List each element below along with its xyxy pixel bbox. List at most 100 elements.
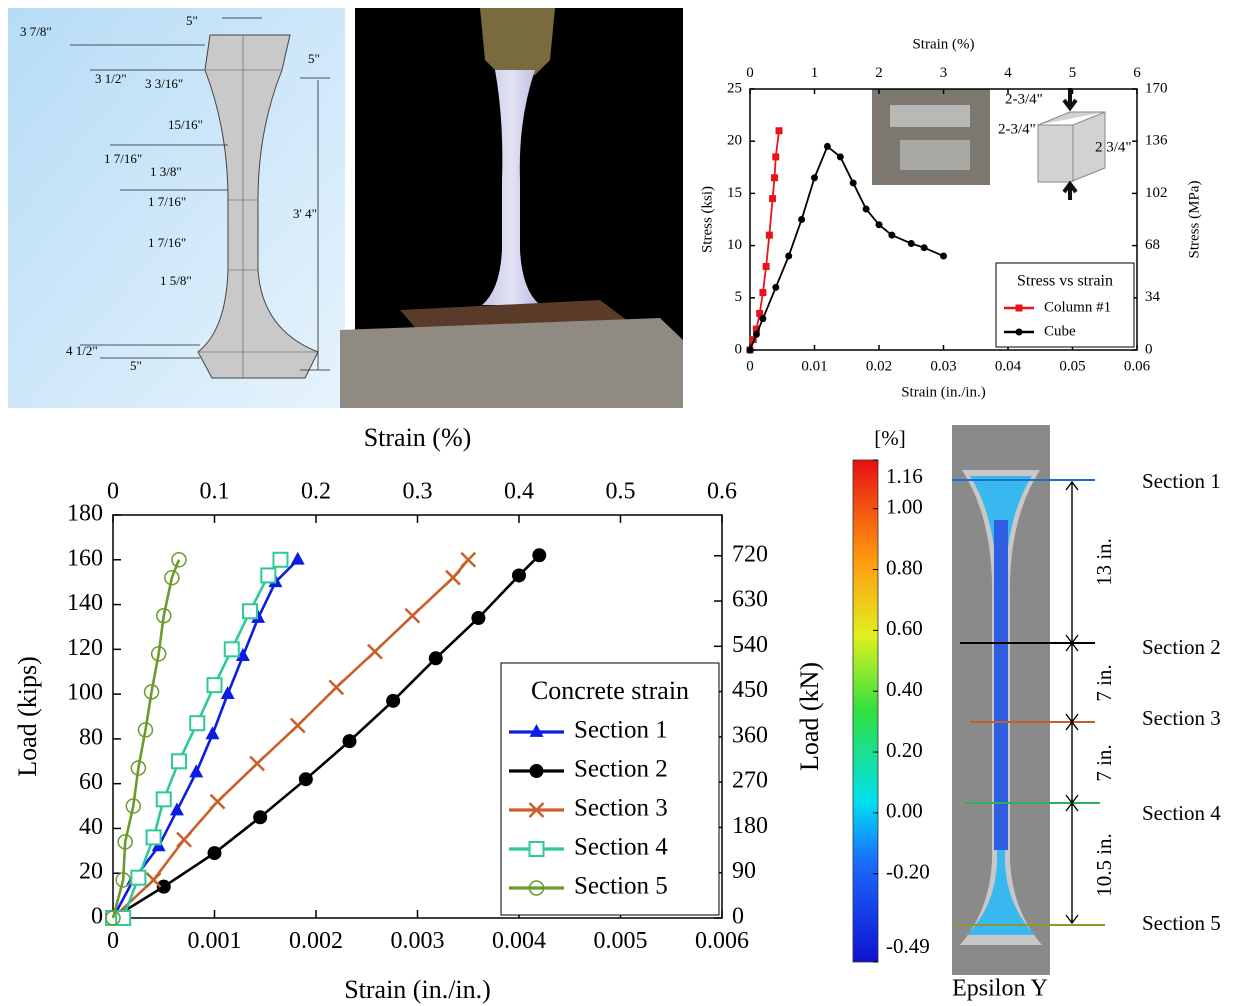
marker <box>775 127 783 135</box>
left-tick-label: 15 <box>727 185 742 201</box>
y-axis-title: Load (kips) <box>13 656 42 777</box>
colorbar-label: [%] <box>874 426 905 450</box>
bottom-tick-label: 0.002 <box>289 928 343 954</box>
left-tick-label: 80 <box>79 724 103 750</box>
marker <box>169 802 184 816</box>
marker <box>404 607 421 624</box>
bottom-tick-label: 0 <box>107 928 119 954</box>
marker <box>209 793 226 810</box>
section-lines <box>952 479 1105 926</box>
top-tick-label: 1 <box>811 65 819 81</box>
marker <box>220 686 235 700</box>
load-arrows <box>1062 88 1078 200</box>
right-tick-label: 630 <box>732 587 768 613</box>
inset-label: 2-3/4" <box>1005 91 1043 107</box>
marker <box>156 879 171 894</box>
marker <box>386 693 401 708</box>
column-specimen <box>482 70 540 305</box>
bottom-tick-label: 0.003 <box>391 928 445 954</box>
x2-axis-title: Strain (%) <box>912 36 974 52</box>
concrete-block <box>340 318 683 408</box>
mesh-lines <box>198 35 318 378</box>
colorbar-tick-label: 1.16 <box>886 464 923 488</box>
marker <box>155 791 172 808</box>
right-tick-label: 0 <box>1145 341 1153 357</box>
inset-label: 2-3/4" <box>998 121 1036 137</box>
marker <box>759 289 767 297</box>
marker <box>529 764 544 778</box>
dimension-label: 1 7/16" <box>148 235 186 250</box>
left-tick-label: 0 <box>735 341 743 357</box>
marker <box>460 551 477 568</box>
marker <box>235 648 250 661</box>
dimension-label: 1 7/16" <box>148 194 186 209</box>
legend-title: Stress vs strain <box>1017 273 1113 290</box>
right-tick-label: 540 <box>732 632 768 658</box>
marker <box>811 174 818 182</box>
top-tick-label: 3 <box>940 65 948 81</box>
bottom-tick-label: 0.001 <box>188 928 242 954</box>
section-label: Section 4 <box>1142 801 1221 825</box>
marker <box>145 829 162 846</box>
dimension-label: 15/16" <box>168 117 203 132</box>
section-label: Section 3 <box>1142 706 1221 730</box>
left-tick-label: 140 <box>67 590 103 616</box>
top-tick-label: 0.4 <box>504 479 534 505</box>
colorbar <box>852 459 879 963</box>
marker <box>759 315 767 323</box>
marker <box>1015 304 1023 312</box>
bottom-tick-label: 0.02 <box>866 358 892 374</box>
legend-title: Concrete strain <box>531 676 689 705</box>
marker <box>189 764 204 778</box>
marker <box>752 325 760 333</box>
marker <box>428 651 443 666</box>
marker <box>145 872 162 888</box>
marker <box>260 567 277 584</box>
colorbar-tick-label: 0.80 <box>886 555 923 579</box>
marker <box>251 609 266 623</box>
top-tick-label: 0 <box>107 479 119 505</box>
left-tick-label: 0 <box>91 904 103 930</box>
legend-label: Section 5 <box>574 873 668 900</box>
marker <box>752 330 760 338</box>
left-tick-label: 60 <box>79 769 103 795</box>
marker <box>512 568 526 583</box>
marker <box>749 336 757 344</box>
series-line <box>112 554 541 920</box>
colorbar-tick-label: -0.20 <box>886 860 930 884</box>
dimension-label: 7 in. <box>1092 744 1116 781</box>
marker <box>823 142 831 150</box>
marker <box>762 262 770 270</box>
marker <box>798 216 806 223</box>
bottom-tick-label: 0.05 <box>1059 358 1085 374</box>
series-line <box>111 559 181 919</box>
dimension-label: 3 3/16" <box>145 76 183 91</box>
bottom-tick-label: 0.004 <box>492 928 546 954</box>
top-tick-label: 2 <box>875 65 883 81</box>
marker <box>206 677 223 694</box>
left-tick-label: 160 <box>67 545 103 571</box>
top-tick-label: 5 <box>1069 65 1077 81</box>
x-axis-title: Strain (in./in.) <box>901 384 986 400</box>
marker <box>342 734 357 749</box>
top-tick-label: 0.3 <box>403 479 433 505</box>
marker <box>746 346 754 354</box>
right-tick-label: 0 <box>732 904 744 930</box>
inset-photo-part <box>890 105 970 127</box>
marker <box>772 283 780 291</box>
column-drawing <box>197 34 319 379</box>
left-tick-label: 5 <box>735 289 743 305</box>
top-tick-label: 4 <box>1004 65 1012 81</box>
left-tick-label: 40 <box>79 814 103 840</box>
y-axis-title: Stress (ksi) <box>699 186 715 253</box>
marker <box>907 240 915 248</box>
marker <box>769 195 777 203</box>
top-tick-label: 0.2 <box>301 479 331 505</box>
series-line <box>111 558 299 919</box>
marker <box>176 831 192 848</box>
marker <box>164 569 180 586</box>
marker <box>366 643 383 660</box>
colorbar-caption: Epsilon Y <box>952 976 1048 1002</box>
marker <box>117 834 133 850</box>
dimension-label: 3 7/8" <box>20 24 52 39</box>
